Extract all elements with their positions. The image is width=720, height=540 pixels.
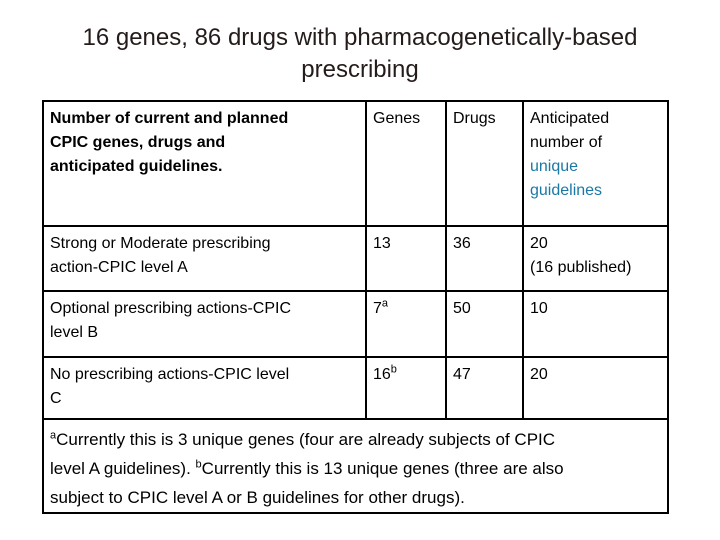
table-row-level-c: No prescribing actions-CPIC level C 16b … [42, 356, 669, 420]
row-a-label-cell: Strong or Moderate prescribing action-CP… [42, 225, 367, 292]
row-b-genes-sup: a [381, 297, 389, 310]
row-b-label-cell: Optional prescribing actions-CPIC level … [42, 290, 367, 358]
footnote-cell: aCurrently this is 3 unique genes (four … [42, 418, 669, 514]
table-row-level-b: Optional prescribing actions-CPIC level … [42, 290, 669, 358]
header-genes-cell: Genes [365, 100, 447, 227]
row-c-genes-sup: b [390, 363, 397, 376]
row-a-drugs-cell: 36 [445, 225, 524, 292]
header-drugs-cell: Drugs [445, 100, 524, 227]
header-guidelines-blue-text: unique guidelines [530, 158, 603, 199]
row-c-genes-value: 16 [373, 366, 391, 383]
row-a-genes-value: 13 [373, 235, 391, 252]
header-guidelines-cell: Anticipated number of unique guidelines [522, 100, 669, 227]
footnote-sup-b: b [195, 458, 202, 471]
row-b-guidelines-cell: 10 [522, 290, 669, 358]
row-c-guidelines-cell: 20 [522, 356, 669, 420]
footnote-text-b: Currently this is 13 unique genes (three… [50, 459, 564, 507]
header-guidelines-black-text: Anticipated number of [530, 110, 610, 151]
row-a-genes-cell: 13 [365, 225, 447, 292]
footnote-row: aCurrently this is 3 unique genes (four … [42, 418, 669, 514]
row-c-genes-cell: 16b [365, 356, 447, 420]
row-b-drugs-cell: 50 [445, 290, 524, 358]
slide-title: 16 genes, 86 drugs with pharmacogenetica… [82, 24, 638, 83]
table-header-row: Number of current and planned CPIC genes… [42, 100, 669, 227]
row-b-genes-value: 7 [373, 300, 382, 317]
table-row-level-a: Strong or Moderate prescribing action-CP… [42, 225, 669, 292]
header-description-cell: Number of current and planned CPIC genes… [42, 100, 367, 227]
row-c-drugs-cell: 47 [445, 356, 524, 420]
footnote-sup-a: a [50, 429, 57, 442]
row-c-label-cell: No prescribing actions-CPIC level C [42, 356, 367, 420]
footnote-text-a: Currently this is 3 unique genes (four a… [50, 430, 556, 478]
row-b-genes-cell: 7a [365, 290, 447, 358]
row-a-guidelines-cell: 20 (16 published) [522, 225, 669, 292]
pgx-summary-table: Number of current and planned CPIC genes… [42, 100, 669, 514]
